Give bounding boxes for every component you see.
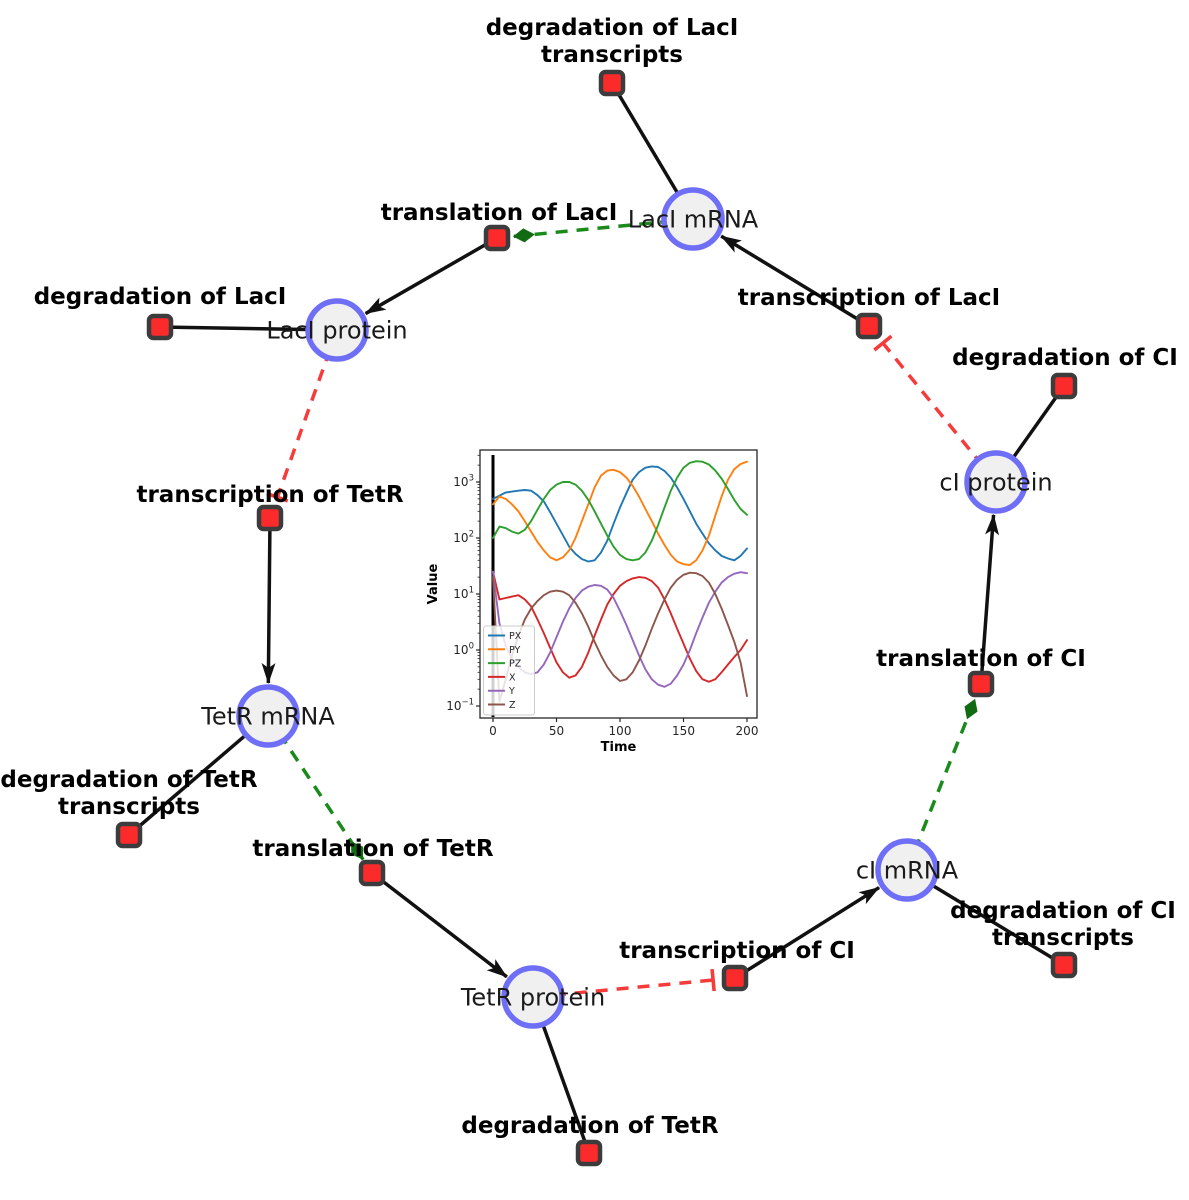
reaction-label-deg-ci: degradation of CI	[952, 345, 1178, 371]
reaction-label-line: transcription of TetR	[136, 482, 403, 508]
y-tick-base: 10	[453, 475, 468, 489]
x-tick-label: 200	[736, 724, 759, 738]
nodes-layer	[115, 69, 1078, 1167]
y-tick-exponent: 2	[469, 530, 474, 540]
edge-product-transcription-ci-to-ci-mrna	[734, 886, 880, 980]
edge-product-transcription-tetr-to-tetr-mrna	[261, 517, 276, 685]
reaction-label-deg-tetr: degradation of TetR	[461, 1113, 718, 1139]
y-tick-base: 10	[446, 699, 461, 713]
species-node-ci-mrna	[875, 838, 939, 902]
species-node-tetr-protein	[501, 965, 565, 1029]
reaction-label-line: transcription of LacI	[738, 285, 1001, 311]
curve-X	[492, 570, 748, 683]
species-node-tetr-mrna	[236, 684, 300, 748]
chart-y-axis-title: Value	[426, 563, 441, 604]
reaction-label-transcription-tetr: transcription of TetR	[136, 482, 403, 508]
reaction-node-translation-laci	[483, 224, 511, 252]
reaction-node-deg-tetr-transcripts	[115, 821, 143, 849]
reaction-label-transcription-laci: transcription of LacI	[738, 285, 1001, 311]
reaction-node-deg-ci	[1050, 372, 1078, 400]
curve-Z	[492, 571, 748, 703]
legend-label-PY: PY	[509, 645, 521, 656]
y-tick-exponent: 0	[469, 642, 474, 652]
chart-x-axis-title: Time	[601, 740, 637, 755]
legend-label-PX: PX	[509, 631, 522, 642]
chart-axes-frame	[479, 449, 758, 719]
edge-product-translation-ci-to-ci-protein	[979, 513, 1000, 685]
species-node-laci-mrna	[661, 187, 725, 251]
y-tick-label: 100	[453, 642, 474, 658]
reaction-label-line: translation of LacI	[381, 200, 618, 226]
reaction-label-line: transcripts	[992, 925, 1134, 951]
species-label-ci-mrna: cI mRNA	[856, 857, 959, 885]
reaction-label-line: translation of CI	[876, 646, 1086, 672]
reaction-label-line: degradation of CI	[950, 898, 1176, 924]
reaction-node-deg-ci-transcripts	[1050, 951, 1078, 979]
reaction-label-line: degradation of LacI	[34, 284, 287, 310]
reaction-label-deg-laci: degradation of LacI	[34, 284, 287, 310]
y-tick-label: 102	[453, 530, 474, 546]
reaction-node-translation-ci	[967, 670, 995, 698]
y-tick-base: 10	[453, 531, 468, 545]
reaction-label-deg-tetr-transcripts: degradation of TetR transcripts	[0, 767, 257, 820]
x-tick-label: 100	[609, 724, 632, 738]
reaction-label-line: degradation of LacI	[486, 15, 739, 41]
reaction-label-line: translation of TetR	[252, 836, 493, 862]
curve-PX	[492, 465, 748, 563]
reaction-node-transcription-laci	[855, 312, 883, 340]
y-tick-label: 10−1	[446, 698, 474, 714]
reaction-label-line: transcription of CI	[619, 938, 855, 964]
species-label-tetr-mrna: TetR mRNA	[200, 703, 335, 731]
edge-product-translation-laci-to-laci-protein	[364, 236, 498, 316]
reaction-label-line: degradation of TetR	[0, 767, 257, 793]
x-tick-label: 0	[489, 724, 497, 738]
reaction-label-translation-laci: translation of LacI	[381, 200, 618, 226]
species-node-laci-protein	[305, 298, 369, 362]
species-label-laci-protein: LacI protein	[266, 317, 407, 345]
y-tick-base: 10	[453, 643, 468, 657]
reaction-label-transcription-ci: transcription of CI	[619, 938, 855, 964]
reaction-label-deg-ci-transcripts: degradation of CI transcripts	[950, 898, 1176, 951]
reaction-label-line: transcripts	[541, 42, 683, 68]
reaction-node-deg-laci	[146, 313, 174, 341]
edge-product-translation-tetr-to-tetr-protein	[370, 871, 508, 979]
x-tick-label: 50	[549, 724, 564, 738]
species-label-tetr-protein: TetR protein	[460, 984, 605, 1012]
curve-Y	[492, 570, 748, 688]
y-tick-base: 10	[453, 587, 468, 601]
reaction-node-deg-tetr	[575, 1139, 603, 1167]
reaction-node-deg-laci-transcripts	[598, 69, 626, 97]
reaction-label-line: degradation of CI	[952, 345, 1178, 371]
legend-label-Y: Y	[508, 686, 515, 697]
legend-label-PZ: PZ	[509, 659, 522, 670]
y-tick-exponent: 1	[469, 586, 474, 596]
curve-PZ	[492, 460, 748, 562]
curve-PY	[492, 460, 748, 566]
legend-label-Z: Z	[509, 700, 516, 711]
reaction-label-deg-laci-transcripts: degradation of LacI transcripts	[486, 15, 739, 68]
reaction-label-line: transcripts	[58, 794, 200, 820]
y-tick-label: 101	[453, 586, 474, 602]
labels-layer: LacI mRNA LacI protein TetR mRNA TetR prote…	[0, 15, 1177, 1139]
species-node-ci-protein	[964, 450, 1028, 514]
reaction-node-transcription-ci	[721, 964, 749, 992]
species-label-laci-mrna: LacI mRNA	[628, 206, 759, 234]
reaction-node-transcription-tetr	[256, 504, 284, 532]
y-tick-exponent: 3	[469, 474, 474, 484]
y-tick-exponent: −1	[461, 698, 474, 708]
edge-product-transcription-laci-to-laci-mrna	[720, 234, 870, 328]
reaction-label-line: degradation of TetR	[461, 1113, 718, 1139]
chart-legend-box	[483, 625, 535, 716]
reaction-label-translation-tetr: translation of TetR	[252, 836, 493, 862]
legend-label-X: X	[509, 672, 516, 683]
species-label-ci-protein: cI protein	[939, 469, 1052, 497]
reaction-label-translation-ci: translation of CI	[876, 646, 1086, 672]
reaction-node-translation-tetr	[358, 859, 386, 887]
y-tick-label: 103	[453, 474, 474, 490]
x-tick-label: 150	[672, 724, 695, 738]
